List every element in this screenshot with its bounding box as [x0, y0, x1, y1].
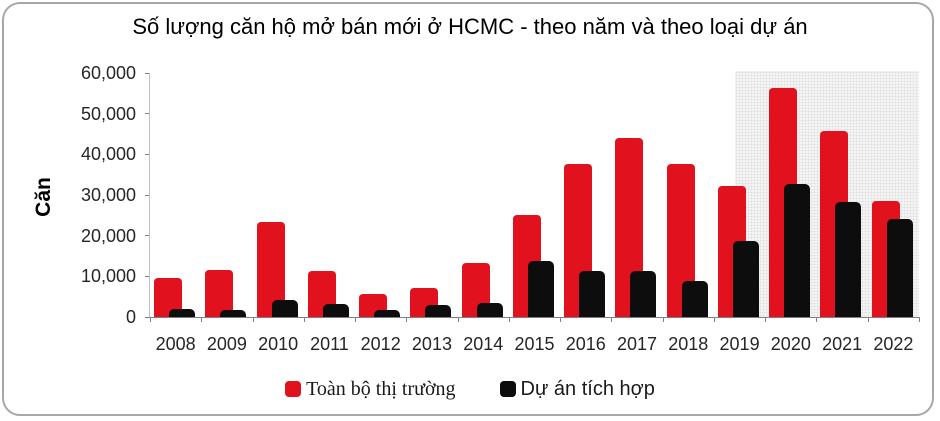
legend: Toàn bộ thị trường Dự án tích hợp — [0, 374, 940, 404]
x-axis-tick — [919, 317, 920, 322]
x-axis-tick — [252, 317, 254, 322]
x-axis-tick — [457, 317, 459, 322]
legend-swatch-integrated-projects — [499, 381, 516, 397]
y-axis-tick — [145, 113, 149, 115]
y-axis-label: 20,000 — [80, 225, 136, 246]
x-axis-tick — [816, 317, 818, 322]
x-axis-tick — [560, 317, 562, 322]
bar-integrated-2022 — [886, 219, 913, 317]
x-axis-label: 2019 — [719, 334, 760, 354]
x-axis-label: 2009 — [206, 334, 247, 354]
x-axis-label: 2011 — [310, 334, 349, 354]
bar-integrated-2017 — [630, 271, 657, 317]
legend-item-total-market: Toàn bộ thị trường — [285, 378, 456, 400]
x-axis-label: 2015 — [514, 334, 555, 354]
x-axis-label: 2013 — [411, 334, 452, 354]
bar-integrated-2009 — [220, 310, 247, 317]
bar-integrated-2018 — [681, 281, 708, 317]
x-axis-tick — [662, 317, 664, 322]
x-axis-label: 2014 — [463, 334, 504, 354]
legend-label-total-market: Toàn bộ thị trường — [306, 378, 456, 400]
x-axis-label: 2018 — [668, 334, 709, 354]
x-axis-tick — [713, 317, 715, 322]
bar-integrated-2020 — [784, 184, 811, 317]
bar-integrated-2011 — [322, 304, 349, 317]
x-axis-label: 2022 — [873, 334, 914, 354]
x-axis-tick — [611, 317, 613, 322]
x-axis-tick — [150, 317, 151, 322]
x-axis-tick — [867, 317, 869, 322]
x-axis-tick — [406, 317, 408, 322]
y-axis-line — [149, 73, 150, 317]
bar-total-market-2009 — [205, 270, 234, 317]
x-axis-line — [149, 317, 920, 318]
x-axis-label: 2021 — [822, 334, 863, 354]
x-axis-label: 2020 — [770, 334, 811, 354]
y-axis-tick — [145, 72, 149, 74]
x-axis-tick — [201, 317, 203, 322]
x-axis-label: 2016 — [565, 334, 606, 354]
bar-integrated-2015 — [527, 261, 554, 317]
bar-integrated-2010 — [271, 300, 298, 317]
y-axis-tick — [145, 316, 149, 318]
x-axis-label: 2008 — [155, 334, 196, 354]
y-axis-label: 50,000 — [80, 103, 136, 124]
x-axis-label: 2012 — [360, 334, 401, 354]
y-axis-title: Căn — [32, 177, 55, 217]
y-axis-label: 30,000 — [80, 185, 136, 205]
bar-integrated-2014 — [476, 303, 503, 317]
x-axis-tick — [303, 317, 305, 322]
x-axis-label: 2017 — [617, 334, 658, 354]
bar-integrated-2013 — [425, 305, 452, 317]
bar-integrated-2019 — [732, 241, 759, 317]
y-axis-label: 40,000 — [80, 144, 136, 165]
chart-title: Số lượng căn hộ mở bán mới ở HCMC - theo… — [132, 14, 808, 39]
y-axis-tick — [145, 194, 149, 196]
y-axis-tick — [145, 153, 149, 155]
y-axis-label: 0 — [125, 307, 136, 327]
legend-label-integrated-projects: Dự án tích hợp — [520, 378, 655, 400]
y-axis-label: 60,000 — [80, 63, 136, 83]
x-axis-tick — [355, 317, 357, 322]
y-axis-tick — [145, 235, 149, 237]
bar-integrated-2021 — [835, 202, 862, 317]
legend-item-integrated-projects: Dự án tích hợp — [499, 378, 655, 400]
x-axis-tick — [508, 317, 510, 322]
bar-integrated-2008 — [169, 309, 195, 317]
y-axis-label: 10,000 — [80, 266, 136, 287]
bar-integrated-2016 — [579, 271, 606, 317]
x-axis-label: 2010 — [258, 334, 299, 354]
x-axis-tick — [765, 317, 767, 322]
y-axis-tick — [145, 275, 149, 277]
legend-swatch-total-market — [285, 381, 302, 397]
bar-integrated-2012 — [374, 310, 401, 317]
